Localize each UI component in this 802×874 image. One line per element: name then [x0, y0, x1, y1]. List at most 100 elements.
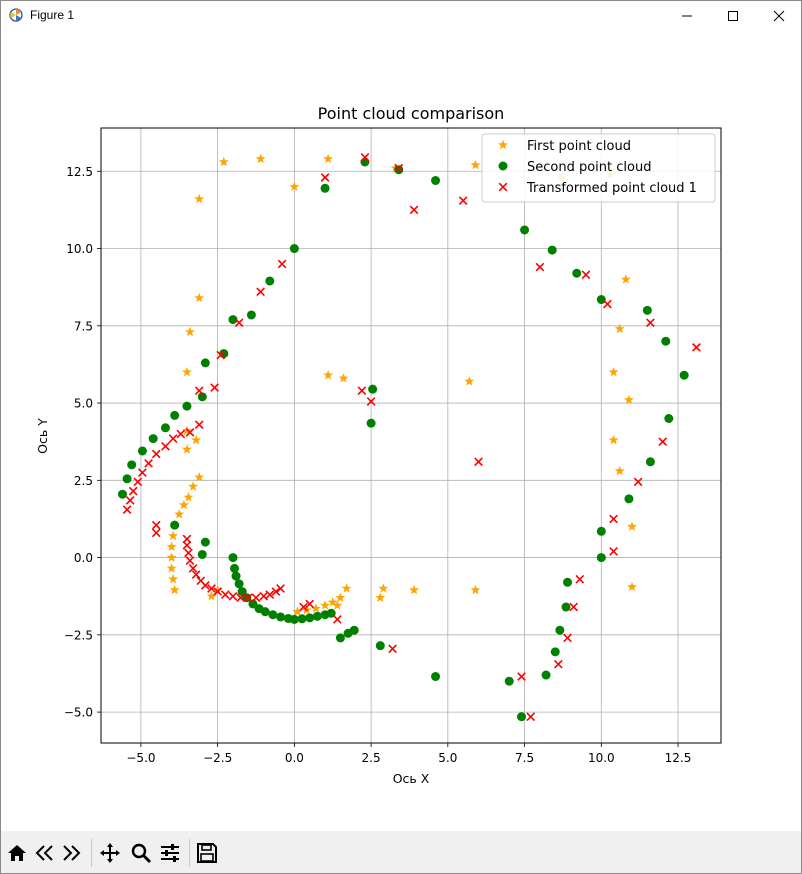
- red-x-point: [517, 672, 526, 681]
- orange-star-point: [194, 472, 205, 482]
- orange-star-point: [218, 156, 229, 167]
- green-circle-point: [228, 553, 238, 563]
- y-tick-label: 7.5: [74, 319, 93, 333]
- green-circle-point: [127, 460, 137, 470]
- orange-star-point: [169, 584, 180, 595]
- red-x-point: [394, 163, 404, 173]
- legend-label-second: Second point cloud: [527, 160, 651, 175]
- save-floppy-icon: [197, 843, 217, 863]
- maximize-button[interactable]: [710, 0, 756, 31]
- close-button[interactable]: [756, 0, 802, 31]
- orange-star-point: [292, 606, 303, 616]
- green-circle-point: [375, 641, 385, 651]
- y-tick-label: 12.5: [66, 165, 93, 179]
- green-circle-point: [624, 494, 634, 504]
- red-x-point: [388, 644, 397, 654]
- y-tick-label: 2.5: [74, 474, 93, 488]
- red-x-point: [271, 587, 281, 596]
- orange-star-point: [174, 509, 185, 519]
- red-x-point: [259, 591, 269, 601]
- scatter-chart[interactable]: −5.0 −2.5 0.0 2.5 5.0 7.5 10.0 12.5 −5.0 −2.5 0.0 2…: [0, 31, 802, 831]
- green-circle-point: [312, 611, 322, 621]
- green-circle-point: [516, 712, 526, 722]
- save-button[interactable]: [194, 840, 220, 866]
- configure-subplots-button[interactable]: [157, 840, 183, 866]
- red-x-point: [184, 548, 193, 558]
- green-circle-point: [248, 599, 258, 609]
- orange-star-point: [470, 159, 481, 170]
- green-circle-point: [431, 672, 441, 682]
- red-x-point: [151, 528, 161, 538]
- green-circle-point: [360, 157, 370, 167]
- zoom-magnifier-icon: [131, 843, 152, 864]
- green-circle-point: [550, 647, 560, 657]
- legend-markers: [498, 139, 508, 192]
- red-x-point: [200, 581, 210, 590]
- legend-red-x-point: [498, 182, 508, 192]
- green-circle-point: [219, 349, 229, 359]
- green-circle-point: [200, 537, 210, 547]
- pan-button[interactable]: [97, 840, 123, 866]
- y-tick-label: −5.0: [64, 706, 93, 720]
- x-tick-label: 0.0: [285, 751, 304, 765]
- green-circle-point: [200, 358, 210, 368]
- red-x-point: [603, 299, 612, 309]
- orange-star-point: [185, 326, 195, 337]
- orange-star-point: [614, 323, 625, 334]
- green-circle-point: [276, 612, 286, 622]
- green-circle-point: [561, 602, 571, 612]
- orange-star-point: [320, 600, 330, 610]
- red-x-point: [243, 593, 253, 603]
- red-x-point: [265, 590, 275, 600]
- green-circle-point: [366, 418, 376, 428]
- back-button[interactable]: [32, 840, 58, 866]
- chart-title: Point cloud comparison: [318, 104, 505, 123]
- green-circle-point: [230, 563, 240, 573]
- plot-area-frame: [100, 127, 722, 744]
- red-x-point: [216, 350, 226, 360]
- maximize-icon: [728, 10, 738, 21]
- orange-star-point: [168, 530, 179, 541]
- red-x-point: [144, 458, 153, 468]
- configure-subplots-icon: [161, 844, 179, 862]
- red-x-point: [236, 593, 246, 603]
- green-circle-point: [289, 244, 299, 254]
- green-circle-point: [268, 610, 278, 620]
- x-axis-label: Ось X: [393, 771, 430, 786]
- orange-star-point: [627, 521, 637, 531]
- green-circle-point: [368, 384, 378, 394]
- green-circle-point: [394, 165, 404, 175]
- red-x-point: [299, 602, 308, 612]
- green-circle-point: [596, 295, 606, 305]
- orange-star-point: [323, 370, 334, 380]
- orange-star-point: [166, 552, 177, 562]
- orange-star-point: [323, 153, 334, 164]
- orange-star-point: [375, 592, 386, 602]
- red-x-point: [256, 287, 265, 297]
- red-x-point: [194, 420, 204, 430]
- minimize-icon: [682, 15, 692, 16]
- axis-ticks: −5.0 −2.5 0.0 2.5 5.0 7.5 10.0 12.5 −5.0 −2.5 0.0 2…: [64, 165, 692, 765]
- navigation-toolbar: [0, 831, 802, 874]
- green-circle-point: [197, 549, 207, 559]
- green-circle-point: [242, 593, 252, 603]
- orange-star-point: [194, 193, 205, 204]
- orange-star-point: [182, 444, 192, 454]
- red-x-point: [633, 477, 643, 487]
- home-button[interactable]: [4, 840, 30, 866]
- minimize-button[interactable]: [664, 0, 710, 31]
- red-x-point: [357, 386, 367, 396]
- green-circle-point: [555, 625, 565, 635]
- x-tick-label: −5.0: [126, 751, 155, 765]
- red-x-point: [581, 270, 591, 280]
- zoom-button[interactable]: [128, 840, 154, 866]
- red-x-point: [133, 477, 143, 487]
- x-tick-label: 12.5: [665, 751, 692, 765]
- orange-star-point: [168, 574, 179, 584]
- figure-canvas[interactable]: −5.0 −2.5 0.0 2.5 5.0 7.5 10.0 12.5 −5.0 −2.5 0.0 2…: [0, 31, 802, 831]
- green-circle-point: [520, 225, 530, 235]
- red-x-point: [609, 547, 618, 556]
- red-x-point: [360, 152, 370, 162]
- forward-button[interactable]: [58, 840, 84, 866]
- orange-star-point: [255, 153, 266, 164]
